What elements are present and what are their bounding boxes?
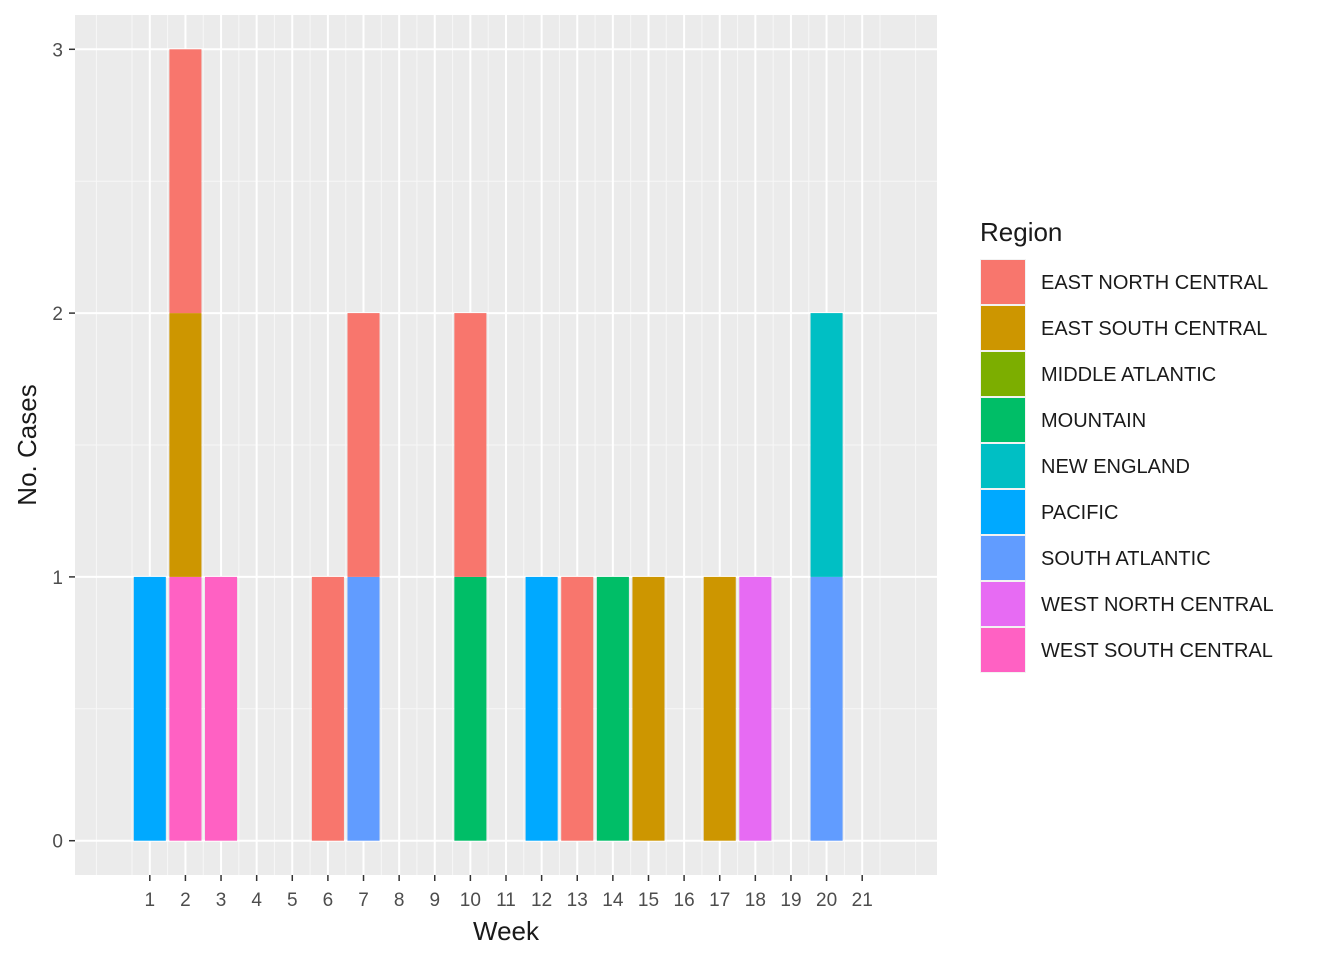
bar-week-20-south-atlantic — [810, 576, 843, 841]
x-tick-label: 17 — [709, 890, 730, 911]
bar-week-2-east-south-central — [169, 313, 202, 577]
legend-label: NEW ENGLAND — [1041, 456, 1190, 478]
legend-swatch — [981, 582, 1025, 626]
legend-label: EAST NORTH CENTRAL — [1041, 272, 1268, 294]
y-tick-label: 3 — [52, 40, 63, 61]
bar-week-13-east-north-central — [561, 576, 594, 841]
legend-swatch — [981, 398, 1025, 442]
x-tick-label: 20 — [816, 890, 837, 911]
x-tick-label: 5 — [287, 890, 298, 911]
y-tick-label: 0 — [52, 832, 63, 853]
bar-week-20-new-england — [810, 313, 843, 577]
x-tick-label: 6 — [323, 890, 334, 911]
y-axis-title: No. Cases — [12, 384, 42, 505]
x-tick-label: 7 — [358, 890, 369, 911]
x-tick-label: 9 — [429, 890, 440, 911]
x-tick-label: 3 — [216, 890, 227, 911]
x-tick-label: 14 — [602, 890, 624, 911]
legend-swatch — [981, 352, 1025, 396]
x-tick-label: 19 — [780, 890, 801, 911]
legend-swatch — [981, 490, 1025, 534]
bar-week-2-east-north-central — [169, 49, 202, 314]
y-tick-label: 2 — [52, 304, 63, 325]
bar-week-7-east-north-central — [347, 313, 380, 577]
legend-swatch — [981, 260, 1025, 304]
x-axis-title: Week — [473, 916, 540, 946]
bar-week-14-mountain — [596, 576, 629, 841]
bar-week-6-east-north-central — [311, 576, 344, 841]
bar-week-7-south-atlantic — [347, 576, 380, 841]
x-tick-label: 18 — [745, 890, 766, 911]
bar-week-3-west-south-central — [205, 576, 238, 841]
bar-week-15-east-south-central — [632, 576, 665, 841]
legend-label: WEST NORTH CENTRAL — [1041, 594, 1274, 616]
legend-label: WEST SOUTH CENTRAL — [1041, 640, 1273, 662]
bar-week-10-mountain — [454, 576, 487, 841]
bar-week-17-east-south-central — [703, 576, 736, 841]
x-tick-label: 10 — [460, 890, 481, 911]
legend-swatch — [981, 444, 1025, 488]
legend-title: Region — [980, 217, 1062, 247]
x-tick-label: 15 — [638, 890, 659, 911]
bar-week-10-east-north-central — [454, 313, 487, 577]
bar-week-2-west-south-central — [169, 576, 202, 841]
legend-swatch — [981, 628, 1025, 672]
x-tick-label: 12 — [531, 890, 552, 911]
legend-label: SOUTH ATLANTIC — [1041, 548, 1211, 570]
x-tick-label: 11 — [496, 890, 516, 911]
legend-label: MIDDLE ATLANTIC — [1041, 364, 1216, 386]
legend-swatch — [981, 536, 1025, 580]
legend-label: MOUNTAIN — [1041, 410, 1146, 432]
bar-week-1-pacific — [133, 576, 166, 841]
y-tick-label: 1 — [52, 568, 63, 589]
x-tick-label: 4 — [251, 890, 262, 911]
legend-label: EAST SOUTH CENTRAL — [1041, 318, 1267, 340]
bars — [133, 49, 843, 841]
x-tick-label: 2 — [180, 890, 191, 911]
x-tick-label: 16 — [674, 890, 695, 911]
legend-swatch — [981, 306, 1025, 350]
x-tick-label: 8 — [394, 890, 405, 911]
x-tick-label: 21 — [852, 890, 873, 911]
x-tick-label: 1 — [145, 890, 156, 911]
bar-week-18-west-north-central — [739, 576, 772, 841]
legend: Region EAST NORTH CENTRAL EAST SOUTH CENT… — [980, 217, 1274, 673]
bar-week-12-pacific — [525, 576, 558, 841]
legend-label: PACIFIC — [1041, 502, 1118, 524]
x-tick-label: 13 — [567, 890, 588, 911]
